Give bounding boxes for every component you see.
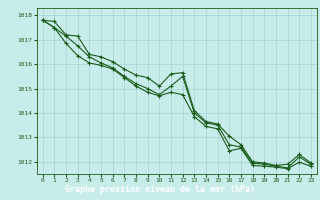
Text: Graphe pression niveau de la mer (hPa): Graphe pression niveau de la mer (hPa) xyxy=(65,185,255,194)
